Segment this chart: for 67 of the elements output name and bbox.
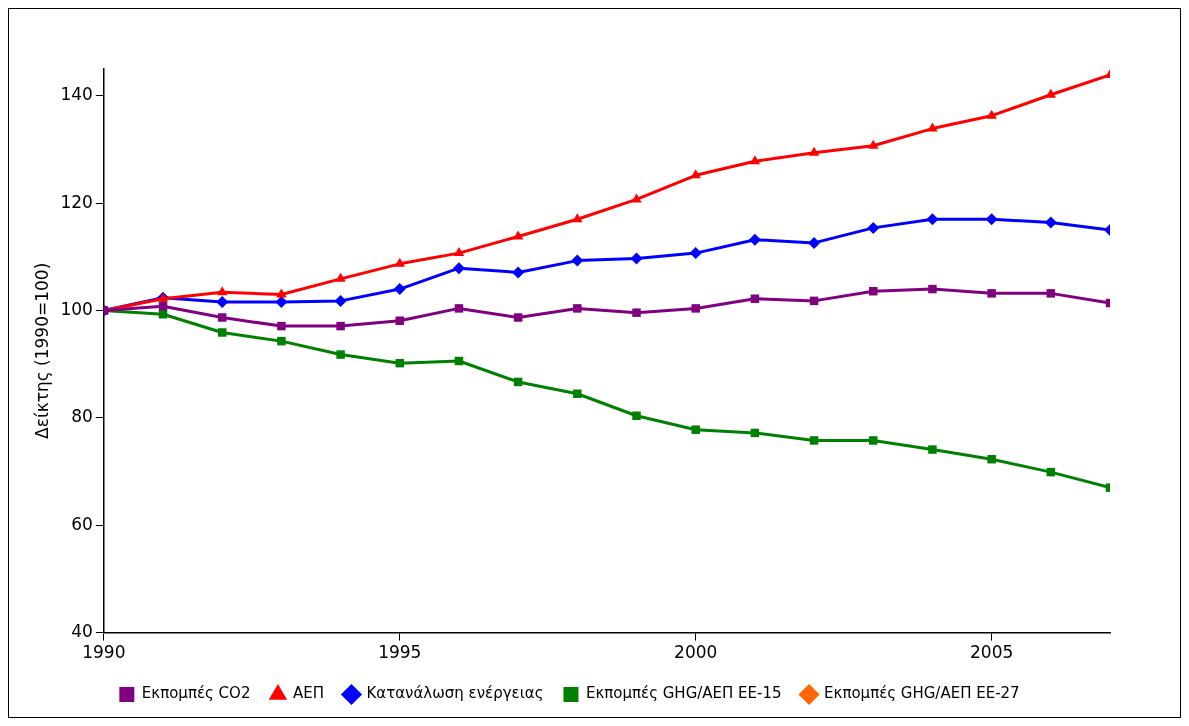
point bbox=[689, 247, 702, 260]
point bbox=[926, 213, 939, 226]
point bbox=[928, 445, 937, 454]
point bbox=[393, 283, 406, 296]
x-tick-label: 1995 bbox=[378, 642, 422, 663]
point bbox=[571, 254, 584, 267]
point bbox=[987, 289, 996, 298]
y-axis-title: Δείκτης (1990=100) bbox=[31, 262, 52, 439]
point bbox=[808, 236, 821, 249]
point bbox=[334, 294, 347, 307]
y-tick-label: 80 bbox=[71, 406, 93, 427]
y-tick-label: 40 bbox=[71, 621, 93, 642]
y-tick-label: 100 bbox=[60, 298, 93, 319]
point bbox=[632, 308, 641, 317]
legend-label: Κατανάλωση ενέργειας bbox=[366, 684, 544, 703]
point bbox=[572, 213, 583, 223]
point bbox=[1044, 216, 1057, 229]
point bbox=[808, 146, 820, 156]
point bbox=[985, 213, 998, 226]
point bbox=[867, 221, 880, 234]
point bbox=[1045, 88, 1057, 98]
y-tick-label: 120 bbox=[60, 191, 93, 212]
point bbox=[277, 336, 286, 346]
point bbox=[512, 266, 525, 279]
y-tick-label: 60 bbox=[71, 513, 93, 534]
point bbox=[395, 316, 405, 325]
point bbox=[573, 304, 582, 313]
x-tick-label: 1990 bbox=[82, 642, 126, 663]
point bbox=[454, 304, 464, 313]
point bbox=[928, 284, 937, 294]
point bbox=[1046, 289, 1056, 298]
point bbox=[632, 411, 641, 420]
point bbox=[336, 350, 345, 359]
point bbox=[453, 247, 465, 257]
point bbox=[691, 425, 700, 434]
point bbox=[336, 321, 345, 331]
point bbox=[158, 310, 168, 319]
legend-label: ΑΕΠ bbox=[292, 684, 324, 703]
point bbox=[630, 252, 643, 265]
point bbox=[750, 294, 760, 303]
point bbox=[749, 155, 761, 165]
point bbox=[452, 262, 465, 275]
point bbox=[690, 169, 701, 179]
legend-label: Εκπομπές GHG/ΑΕΠ ΕΕ-15 bbox=[585, 684, 782, 703]
x-tick-label: 2005 bbox=[970, 642, 1014, 663]
point bbox=[513, 313, 523, 322]
point bbox=[869, 436, 878, 445]
point bbox=[217, 328, 227, 337]
point bbox=[394, 257, 405, 267]
point bbox=[691, 304, 700, 313]
point bbox=[809, 436, 819, 445]
point bbox=[987, 454, 996, 464]
legend-label: Εκπομπές GHG/ΑΕΠ ΕΕ-27 bbox=[824, 684, 1020, 703]
point bbox=[335, 272, 346, 282]
point bbox=[927, 122, 938, 132]
point bbox=[748, 233, 761, 246]
point bbox=[868, 139, 879, 149]
point bbox=[277, 321, 286, 331]
point bbox=[869, 286, 878, 296]
point bbox=[217, 313, 227, 322]
x-tick-label: 2000 bbox=[674, 642, 718, 663]
legend-label: Εκπομπές CO2 bbox=[141, 684, 251, 703]
point bbox=[631, 193, 642, 203]
point bbox=[573, 389, 582, 398]
y-tick-label: 140 bbox=[60, 84, 93, 105]
point bbox=[986, 109, 997, 119]
point bbox=[217, 286, 228, 296]
